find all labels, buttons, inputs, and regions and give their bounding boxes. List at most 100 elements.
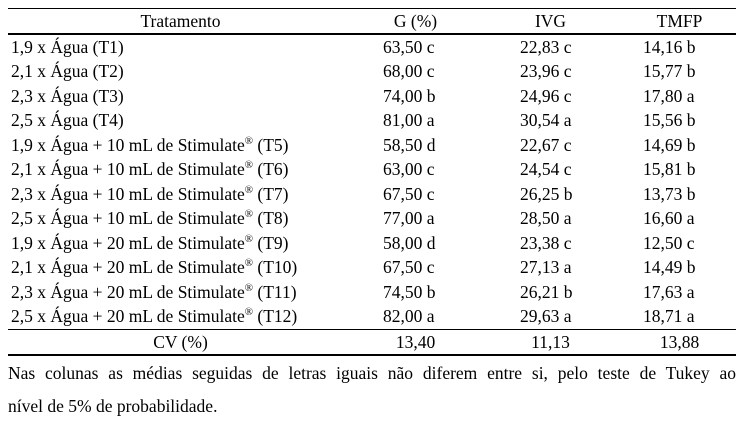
ivg-value-cell: 28,50 a bbox=[520, 208, 572, 229]
ivg-value-cell: 24,96 c bbox=[520, 85, 572, 106]
treatment-label: 1,9 x Água + 20 mL de Stimulate bbox=[11, 232, 245, 253]
cv-g-cell: 13,40 bbox=[353, 329, 478, 356]
treatment-label-suffix: (T11) bbox=[253, 281, 297, 302]
ivg-value-cell: 22,83 c bbox=[520, 36, 572, 57]
treatment-cell: 2,1 x Água (T2) bbox=[8, 60, 353, 85]
tmfp-value-cell: 14,69 b bbox=[643, 134, 696, 155]
cv-row: CV (%) 13,40 11,13 13,88 bbox=[8, 329, 736, 356]
table-row: 2,5 x Água + 20 mL de Stimulate® (T12) 8… bbox=[8, 305, 736, 330]
ivg-value-cell: 30,54 a bbox=[520, 110, 572, 131]
table-row: 2,3 x Água (T3) 74,00 b 24,96 c 17,80 a bbox=[8, 84, 736, 109]
table-row: 2,5 x Água (T4) 81,00 a 30,54 a 15,56 b bbox=[8, 109, 736, 134]
table-row: 2,5 x Água + 10 mL de Stimulate® (T8) 77… bbox=[8, 207, 736, 232]
treatment-cell: 2,1 x Água + 20 mL de Stimulate® (T10) bbox=[8, 256, 353, 281]
treatment-label: 1,9 x Água (T1) bbox=[11, 36, 124, 57]
g-value-cell: 81,00 a bbox=[383, 110, 435, 131]
registered-trademark-sup: ® bbox=[244, 134, 254, 147]
tmfp-value-cell: 14,16 b bbox=[643, 36, 696, 57]
table-body: 1,9 x Água (T1) 63,50 c 22,83 c 14,16 b … bbox=[8, 34, 736, 356]
table-row: 1,9 x Água + 20 mL de Stimulate® (T9) 58… bbox=[8, 231, 736, 256]
treatment-label: 2,1 x Água (T2) bbox=[11, 61, 124, 82]
cv-ivg-cell: 11,13 bbox=[478, 329, 623, 356]
g-value-cell: 58,00 d bbox=[383, 232, 436, 253]
tmfp-value-cell: 15,81 b bbox=[643, 159, 696, 180]
treatment-label: 2,3 x Água (T3) bbox=[11, 85, 124, 106]
treatment-label: 2,5 x Água + 10 mL de Stimulate bbox=[11, 208, 245, 229]
g-value-cell: 63,50 c bbox=[383, 36, 435, 57]
column-header-g: G (%) bbox=[353, 8, 478, 35]
treatment-label-suffix: (T5) bbox=[253, 134, 289, 155]
header-row: Tratamento G (%) IVG TMFP bbox=[8, 8, 736, 35]
g-value-cell: 63,00 c bbox=[383, 159, 435, 180]
treatment-cell: 2,5 x Água (T4) bbox=[8, 109, 353, 134]
table-row: 2,1 x Água + 10 mL de Stimulate® (T6) 63… bbox=[8, 158, 736, 183]
treatment-cell: 2,5 x Água + 10 mL de Stimulate® (T8) bbox=[8, 207, 353, 232]
treatment-cell: 2,1 x Água + 10 mL de Stimulate® (T6) bbox=[8, 158, 353, 183]
treatment-label: 2,1 x Água + 20 mL de Stimulate bbox=[11, 257, 245, 278]
registered-trademark-sup: ® bbox=[244, 281, 254, 294]
treatment-label: 1,9 x Água + 10 mL de Stimulate bbox=[11, 134, 245, 155]
treatment-label: 2,5 x Água (T4) bbox=[11, 110, 124, 131]
ivg-value-cell: 23,96 c bbox=[520, 61, 572, 82]
treatment-label: 2,3 x Água + 10 mL de Stimulate bbox=[11, 183, 245, 204]
registered-trademark-sup: ® bbox=[244, 306, 254, 319]
treatment-cell: 1,9 x Água (T1) bbox=[8, 34, 353, 60]
treatment-cell: 2,3 x Água (T3) bbox=[8, 84, 353, 109]
g-value-cell: 82,00 a bbox=[383, 306, 435, 327]
ivg-value-cell: 23,38 c bbox=[520, 232, 572, 253]
treatment-label-suffix: (T8) bbox=[253, 208, 289, 229]
treatment-label-suffix: (T7) bbox=[253, 183, 289, 204]
ivg-value-cell: 29,63 a bbox=[520, 306, 572, 327]
table-row: 1,9 x Água + 10 mL de Stimulate® (T5) 58… bbox=[8, 133, 736, 158]
treatment-cell: 2,5 x Água + 20 mL de Stimulate® (T12) bbox=[8, 305, 353, 330]
ivg-value-cell: 22,67 c bbox=[520, 134, 572, 155]
results-table: Tratamento G (%) IVG TMFP 1,9 x Água (T1… bbox=[8, 8, 736, 356]
table-header: Tratamento G (%) IVG TMFP bbox=[8, 8, 736, 35]
table-footnote: Nas colunas as médias seguidas de letras… bbox=[8, 357, 736, 423]
tmfp-value-cell: 12,50 c bbox=[643, 232, 695, 253]
column-header-ivg: IVG bbox=[478, 8, 623, 35]
column-header-tratamento: Tratamento bbox=[8, 8, 353, 35]
g-value-cell: 67,50 c bbox=[383, 183, 435, 204]
registered-trademark-sup: ® bbox=[244, 257, 254, 270]
treatment-label-suffix: (T9) bbox=[253, 232, 289, 253]
treatment-label: 2,3 x Água + 20 mL de Stimulate bbox=[11, 281, 245, 302]
treatment-label: 2,1 x Água + 10 mL de Stimulate bbox=[11, 159, 245, 180]
cv-tmfp-cell: 13,88 bbox=[623, 329, 736, 356]
treatment-label-suffix: (T10) bbox=[253, 257, 298, 278]
tmfp-value-cell: 17,80 a bbox=[643, 85, 695, 106]
g-value-cell: 67,50 c bbox=[383, 257, 435, 278]
tmfp-value-cell: 17,63 a bbox=[643, 281, 695, 302]
treatment-cell: 2,3 x Água + 10 mL de Stimulate® (T7) bbox=[8, 182, 353, 207]
table-row: 2,3 x Água + 10 mL de Stimulate® (T7) 67… bbox=[8, 182, 736, 207]
registered-trademark-sup: ® bbox=[244, 232, 254, 245]
tmfp-value-cell: 15,77 b bbox=[643, 61, 696, 82]
g-value-cell: 77,00 a bbox=[383, 208, 435, 229]
registered-trademark-sup: ® bbox=[244, 208, 254, 221]
tmfp-value-cell: 13,73 b bbox=[643, 183, 696, 204]
footnote-line-1: Nas colunas as médias seguidas de letras… bbox=[8, 363, 736, 383]
treatment-cell: 2,3 x Água + 20 mL de Stimulate® (T11) bbox=[8, 280, 353, 305]
table-row: 2,1 x Água (T2) 68,00 c 23,96 c 15,77 b bbox=[8, 60, 736, 85]
treatment-label-suffix: (T6) bbox=[253, 159, 289, 180]
ivg-value-cell: 24,54 c bbox=[520, 159, 572, 180]
registered-trademark-sup: ® bbox=[244, 183, 254, 196]
cv-label-cell: CV (%) bbox=[8, 329, 353, 356]
ivg-value-cell: 26,21 b bbox=[520, 281, 573, 302]
g-value-cell: 74,00 b bbox=[383, 85, 436, 106]
registered-trademark-sup: ® bbox=[244, 159, 254, 172]
ivg-value-cell: 26,25 b bbox=[520, 183, 573, 204]
treatment-label: 2,5 x Água + 20 mL de Stimulate bbox=[11, 306, 245, 327]
treatment-cell: 1,9 x Água + 20 mL de Stimulate® (T9) bbox=[8, 231, 353, 256]
ivg-value-cell: 27,13 a bbox=[520, 257, 572, 278]
table-row: 2,1 x Água + 20 mL de Stimulate® (T10) 6… bbox=[8, 256, 736, 281]
table-row: 2,3 x Água + 20 mL de Stimulate® (T11) 7… bbox=[8, 280, 736, 305]
footnote-line-2: nível de 5% de probabilidade. bbox=[8, 396, 218, 416]
tmfp-value-cell: 18,71 a bbox=[643, 306, 695, 327]
g-value-cell: 58,50 d bbox=[383, 134, 436, 155]
treatment-label-suffix: (T12) bbox=[253, 306, 298, 327]
treatment-cell: 1,9 x Água + 10 mL de Stimulate® (T5) bbox=[8, 133, 353, 158]
tmfp-value-cell: 16,60 a bbox=[643, 208, 695, 229]
tmfp-value-cell: 14,49 b bbox=[643, 257, 696, 278]
g-value-cell: 74,50 b bbox=[383, 281, 436, 302]
